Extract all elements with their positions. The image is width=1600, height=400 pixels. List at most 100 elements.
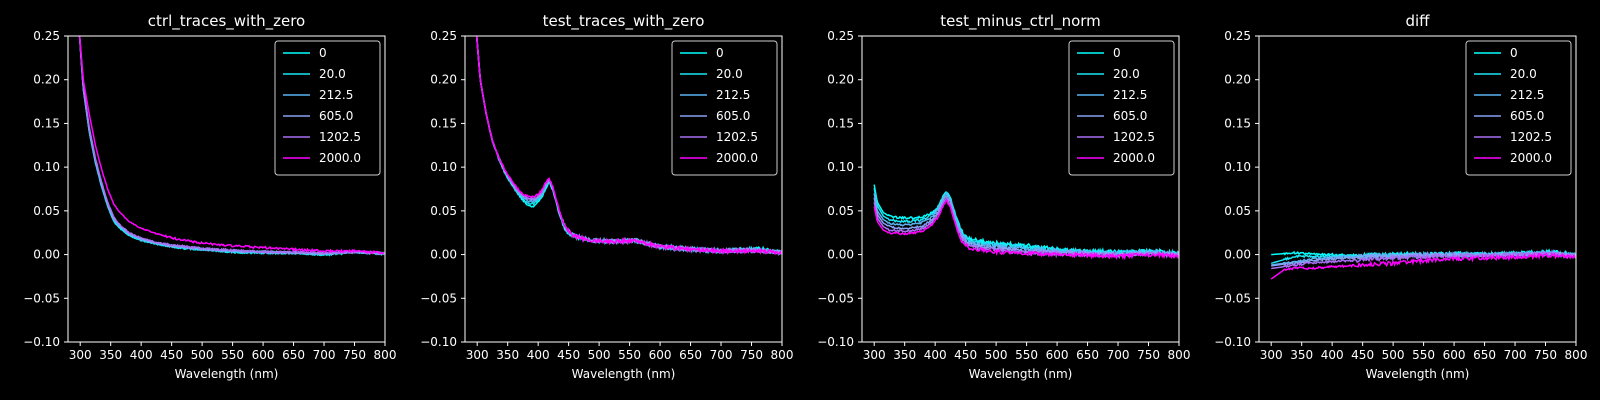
- axes-frame: [464, 35, 783, 343]
- legend: 0 20.0 212.5 605.0 1202.5 2000.0: [1465, 40, 1572, 176]
- x-tick-label: 550: [1015, 348, 1038, 362]
- series-group: [1270, 248, 1576, 280]
- legend-label: 20.0: [1113, 67, 1140, 81]
- x-tick-label: 450: [1351, 348, 1374, 362]
- y-tick-label: 0.15: [1224, 116, 1251, 130]
- axes-frame: [1258, 35, 1577, 343]
- legend-label: 20.0: [1510, 67, 1537, 81]
- y-tick-label: 0.25: [33, 29, 60, 43]
- y-tick-label: −0.05: [420, 291, 457, 305]
- x-axis-label: Wavelength (nm): [175, 367, 279, 381]
- y-tick-label: −0.05: [817, 291, 854, 305]
- legend-label: 0: [716, 46, 724, 60]
- x-tick-label: 400: [1321, 348, 1344, 362]
- y-tick-label: 0.05: [827, 204, 854, 218]
- legend-label: 2000.0: [1113, 151, 1155, 165]
- legend-label: 20.0: [319, 67, 346, 81]
- x-tick-label: 700: [313, 348, 336, 362]
- y-tick-label: 0.00: [430, 248, 457, 262]
- legend-label: 605.0: [1113, 109, 1147, 123]
- legend-label: 2000.0: [1510, 151, 1552, 165]
- legend: 0 20.0 212.5 605.0 1202.5 2000.0: [671, 40, 778, 176]
- x-tick-label: 550: [221, 348, 244, 362]
- y-tick-label: 0.15: [33, 116, 60, 130]
- x-tick-label: 700: [1107, 348, 1130, 362]
- x-tick-label: 350: [496, 348, 519, 362]
- series-line-2000.0: [78, 36, 385, 255]
- series-group: [78, 36, 385, 257]
- legend-label: 212.5: [716, 88, 750, 102]
- y-tick-label: −0.05: [1214, 291, 1251, 305]
- x-tick-label: 400: [130, 348, 153, 362]
- x-tick-label: 500: [985, 348, 1008, 362]
- legend-label: 212.5: [1510, 88, 1544, 102]
- y-tick-label: 0.20: [827, 73, 854, 87]
- legend: 0 20.0 212.5 605.0 1202.5 2000.0: [1068, 40, 1175, 176]
- y-tick-label: 0.10: [827, 160, 854, 174]
- series-line-2000.0: [1270, 252, 1576, 280]
- x-axis-label: Wavelength (nm): [969, 367, 1073, 381]
- series-line-2000.0: [475, 36, 782, 256]
- x-axis-label: Wavelength (nm): [1366, 367, 1470, 381]
- legend-label: 605.0: [319, 109, 353, 123]
- chart-title: diff: [1405, 12, 1430, 30]
- axes-frame: [861, 35, 1180, 343]
- x-tick-label: 650: [1473, 348, 1496, 362]
- series-line-1202.5: [1271, 250, 1576, 270]
- x-tick-label: 500: [191, 348, 214, 362]
- y-tick-label: 0.25: [430, 29, 457, 43]
- chart-panel-2: test_traces_with_zero 300 350 400 450 500 550 6…: [420, 12, 793, 381]
- x-tick-label: 300: [69, 348, 92, 362]
- x-tick-label: 750: [740, 348, 763, 362]
- x-tick-label: 550: [1412, 348, 1435, 362]
- legend-label: 0: [319, 46, 327, 60]
- y-tick-label: −0.05: [23, 291, 60, 305]
- legend-label: 1202.5: [1113, 130, 1155, 144]
- y-tick-label: −0.10: [420, 335, 457, 349]
- axes-frame: [67, 35, 386, 343]
- x-tick-label: 300: [863, 348, 886, 362]
- x-tick-label: 500: [1382, 348, 1405, 362]
- series-line-2000.0: [873, 198, 1179, 261]
- legend-label: 212.5: [1113, 88, 1147, 102]
- x-tick-label: 350: [1290, 348, 1313, 362]
- chart-title: ctrl_traces_with_zero: [148, 12, 305, 31]
- x-tick-label: 300: [1260, 348, 1283, 362]
- y-tick-label: 0.15: [827, 116, 854, 130]
- x-axis-label: Wavelength (nm): [572, 367, 676, 381]
- x-tick-label: 650: [282, 348, 305, 362]
- legend-label: 605.0: [716, 109, 750, 123]
- y-tick-label: 0.00: [33, 248, 60, 262]
- legend-label: 0: [1510, 46, 1518, 60]
- x-tick-label: 400: [924, 348, 947, 362]
- x-tick-label: 800: [1168, 348, 1191, 362]
- chart-panel-3: test_minus_ctrl_norm 300 350 400 450 500 550 60…: [817, 12, 1190, 381]
- legend-label: 0: [1113, 46, 1121, 60]
- y-tick-label: 0.20: [1224, 73, 1251, 87]
- x-tick-label: 700: [710, 348, 733, 362]
- y-tick-label: 0.15: [430, 116, 457, 130]
- y-tick-label: 0.05: [430, 204, 457, 218]
- x-tick-label: 750: [1534, 348, 1557, 362]
- chart-panel-1: ctrl_traces_with_zero 300 350 400 450 500 550 6…: [23, 12, 396, 381]
- x-tick-label: 300: [466, 348, 489, 362]
- x-tick-label: 500: [588, 348, 611, 362]
- x-tick-label: 650: [679, 348, 702, 362]
- legend-label: 20.0: [716, 67, 743, 81]
- y-tick-label: −0.10: [817, 335, 854, 349]
- legend-label: 1202.5: [319, 130, 361, 144]
- y-tick-label: 0.10: [33, 160, 60, 174]
- chart-title: test_minus_ctrl_norm: [940, 12, 1101, 31]
- legend-label: 2000.0: [716, 151, 758, 165]
- x-tick-label: 450: [557, 348, 580, 362]
- x-tick-label: 350: [99, 348, 122, 362]
- chart-panel-4: diff 300 350 400 450 500 550 600 650 700 750 800 −0.…: [1214, 12, 1587, 381]
- legend-label: 212.5: [319, 88, 353, 102]
- x-tick-label: 400: [527, 348, 550, 362]
- y-tick-label: 0.00: [1224, 248, 1251, 262]
- chart-title: test_traces_with_zero: [543, 12, 705, 31]
- y-tick-label: −0.10: [23, 335, 60, 349]
- series-group: [475, 36, 782, 257]
- x-tick-label: 450: [160, 348, 183, 362]
